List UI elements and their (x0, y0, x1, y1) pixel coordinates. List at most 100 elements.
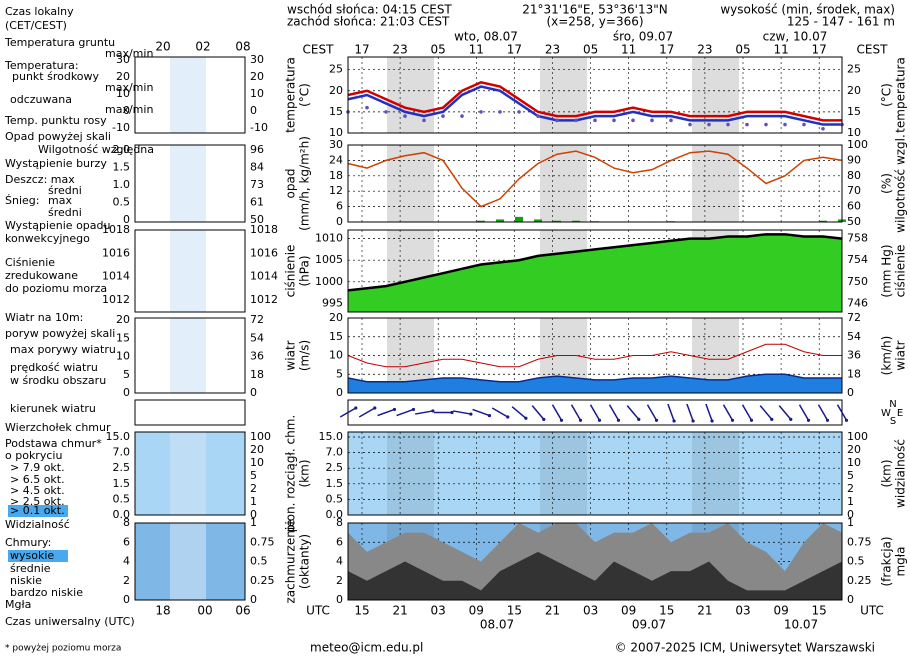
wind-arrow (836, 404, 848, 421)
axis-unit: (km) (880, 459, 894, 487)
y2-tick-label: 100 (847, 138, 868, 151)
legend-text: > 2.5 okt. (10, 495, 65, 508)
top-hour-label: 23 (697, 43, 712, 57)
legend-highlight (8, 550, 68, 562)
legend-text: konwekcyjnego (5, 232, 90, 245)
dew-point-dot (688, 122, 692, 127)
mini-day-band (170, 57, 206, 133)
mini-tick-label: 61 (250, 196, 264, 209)
bottom-hour-label: 09 (469, 604, 484, 618)
top-hour-label: 11 (469, 43, 484, 57)
axis-unit: (km) (298, 459, 312, 487)
mini-tick-label: 84 (250, 161, 264, 174)
panel-frame (347, 317, 843, 394)
wind-arrow (608, 404, 620, 421)
legend-text: Czas lokalny (5, 5, 74, 18)
dew-point-dot (612, 118, 616, 123)
wind-arrow-head (506, 415, 510, 419)
y-tick-label: 24 (329, 153, 343, 166)
compass-label: S (890, 416, 896, 427)
axis-unit: (km/h) (880, 336, 894, 376)
axis-title: ciśnienie (894, 245, 908, 298)
mini-tick-label: 20 (116, 313, 130, 326)
mini-tick-label: 20 (116, 70, 130, 83)
mini-frame (134, 144, 246, 223)
mini-tick-label: -10 (112, 121, 130, 134)
y2-tick-label: 10 (847, 126, 861, 139)
mini-tick-label: 1012 (250, 293, 278, 306)
dew-point-dot (422, 118, 426, 123)
legend-text: > 6.5 okt. (10, 473, 65, 486)
y2-tick-label: 18 (847, 367, 861, 380)
wind-arrow-head (559, 418, 564, 422)
compass-label: N (889, 399, 896, 410)
wind-arrow-head (392, 407, 397, 412)
wind-arrow (472, 408, 490, 417)
legend-text: o pokryciu (5, 449, 62, 462)
wind-arrow-head (542, 417, 546, 421)
mini-tick-label: 10 (116, 350, 130, 363)
wind-arrow (531, 405, 545, 420)
bottom-hour-label: 21 (697, 604, 712, 618)
top-hour-label: 11 (773, 43, 788, 57)
mini-day-band (170, 230, 206, 312)
legend-text: punkt środkowy (12, 70, 100, 83)
y-tick-label: 2.5 (326, 461, 344, 474)
dew-point-dot (707, 122, 711, 127)
header-text: zachód słońca: 21:03 CEST (287, 15, 450, 29)
panel-frame (347, 522, 843, 601)
y-tick-label: 7.0 (326, 446, 344, 459)
wind-arrow-head (524, 416, 528, 420)
axis-unit: (%) (880, 173, 894, 194)
mini-tick-label: 2 (123, 574, 130, 587)
y2-tick-label: 1 (847, 495, 854, 508)
mini-tick-label: 36 (250, 350, 264, 363)
legend-text: poryw powyżej skali (5, 327, 115, 340)
y-tick-label: 1010 (315, 232, 343, 245)
y2-tick-label: 0.75 (847, 535, 872, 548)
mini-tick-label: 30 (116, 53, 130, 66)
axis-unit: (frakcja) (880, 536, 894, 586)
wind-arrow (511, 406, 527, 419)
wind-arrow (646, 404, 658, 421)
dew-point-dot (555, 118, 559, 123)
wind-arrow-head (411, 407, 416, 412)
mini-tick-label: 1018 (250, 223, 278, 236)
cloud-low-area (348, 551, 842, 600)
mini-tick-label: 1.0 (113, 178, 131, 191)
y-tick-label: 20 (329, 84, 343, 97)
wind-arrow-head (770, 417, 774, 421)
wind-arrow (377, 408, 395, 417)
mini-tick-label: 0 (250, 593, 257, 606)
wind-arrow (589, 404, 601, 421)
wind-arrow (667, 403, 675, 422)
legend-text: > 0.1 okt. (10, 504, 65, 517)
mini-tick-label: 1016 (102, 246, 130, 259)
top-hour-label: 17 (507, 43, 522, 57)
pressure-line (347, 233, 843, 292)
header-text: wysokość (min, środek, max) (720, 3, 895, 17)
day-label: śro, 09.07 (613, 30, 673, 44)
axis-unit: (m/s) (298, 340, 312, 371)
mini-day-band (170, 318, 206, 393)
legend-text: Wierzchołek chmur (5, 421, 111, 434)
mini-tick-label: 5 (250, 469, 257, 482)
y-tick-label: 0 (336, 593, 343, 606)
legend-text: Mgła (5, 598, 31, 611)
wind-arrow (778, 405, 792, 420)
y-tick-label: 1000 (315, 275, 343, 288)
wind-arrow-head (749, 418, 754, 422)
mini-tick-label: 5 (123, 368, 130, 381)
y-tick-label: 15 (329, 330, 343, 343)
axis-title: opad (284, 169, 298, 199)
dew-point-dot (574, 118, 578, 123)
dew-point-dot (593, 118, 597, 123)
wind-arrow (741, 404, 753, 421)
mini-tick-label: 7.0 (113, 446, 131, 459)
y-tick-label: 15.0 (319, 430, 344, 443)
legend-text: bardzo niskie (10, 586, 83, 599)
mini-wind-direction-panel (134, 399, 246, 426)
bottom-hour-label: 15 (659, 604, 674, 618)
wind-arrow (705, 403, 713, 422)
wind-arrow-head (450, 410, 454, 415)
